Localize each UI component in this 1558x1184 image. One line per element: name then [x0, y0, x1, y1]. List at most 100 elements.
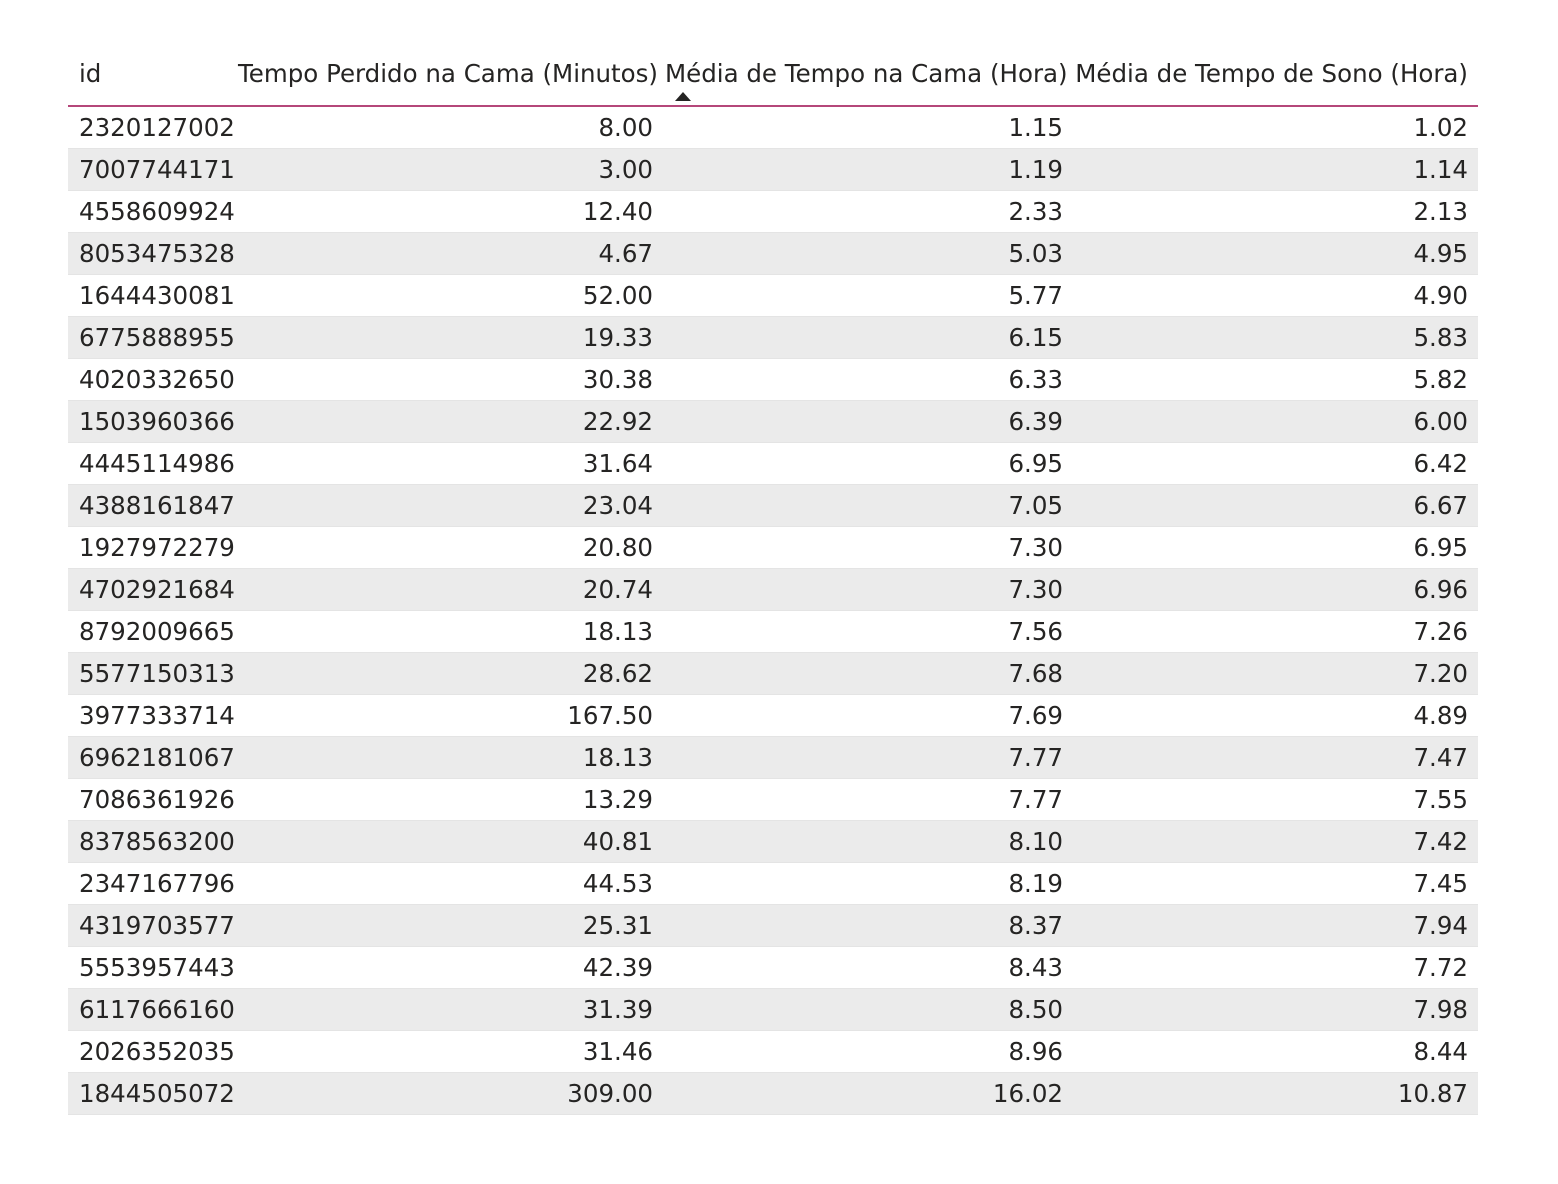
cell-media-tempo-cama: 5.03	[1008, 239, 1063, 268]
cell-tempo-perdido: 3.00	[598, 155, 653, 184]
cell-id: 6117666160	[79, 995, 235, 1024]
cell-tempo-perdido: 31.39	[582, 995, 653, 1024]
cell-media-tempo-sono: 7.98	[1413, 995, 1468, 1024]
table-row[interactable]: 8053475328 4.67 5.03 4.95	[68, 233, 1478, 275]
cell-tempo-perdido: 52.00	[582, 281, 653, 310]
cell-tempo-perdido: 4.67	[598, 239, 653, 268]
cell-media-tempo-sono: 6.42	[1413, 449, 1468, 478]
cell-id: 3977333714	[79, 701, 235, 730]
table-row[interactable]: 8792009665 18.13 7.56 7.26	[68, 611, 1478, 653]
cell-tempo-perdido: 20.80	[582, 533, 653, 562]
cell-id: 6775888955	[79, 323, 235, 352]
table-row[interactable]: 5553957443 42.39 8.43 7.72	[68, 947, 1478, 989]
cell-media-tempo-cama: 7.56	[1008, 617, 1063, 646]
table-row[interactable]: 6117666160 31.39 8.50 7.98	[68, 989, 1478, 1031]
cell-tempo-perdido: 13.29	[582, 785, 653, 814]
cell-id: 4020332650	[79, 365, 235, 394]
table-row[interactable]: 2347167796 44.53 8.19 7.45	[68, 863, 1478, 905]
cell-media-tempo-cama: 5.77	[1008, 281, 1063, 310]
column-header-media-tempo-cama-label: Média de Tempo na Cama (Hora)	[665, 59, 1068, 88]
table-row[interactable]: 6962181067 18.13 7.77 7.47	[68, 737, 1478, 779]
table-row[interactable]: 4020332650 30.38 6.33 5.82	[68, 359, 1478, 401]
column-header-media-tempo-sono[interactable]: Média de Tempo de Sono (Hora)	[1075, 59, 1468, 88]
cell-media-tempo-sono: 4.90	[1413, 281, 1468, 310]
cell-tempo-perdido: 19.33	[582, 323, 653, 352]
cell-id: 6962181067	[79, 743, 235, 772]
cell-id: 4702921684	[79, 575, 235, 604]
cell-media-tempo-sono: 4.89	[1413, 701, 1468, 730]
table-visual: id Tempo Perdido na Cama (Minutos) Média…	[68, 44, 1478, 1115]
cell-id: 7007744171	[79, 155, 235, 184]
table-row[interactable]: 8378563200 40.81 8.10 7.42	[68, 821, 1478, 863]
cell-media-tempo-cama: 7.77	[1008, 743, 1063, 772]
column-header-media-tempo-cama[interactable]: Média de Tempo na Cama (Hora)	[665, 44, 1075, 105]
cell-tempo-perdido: 44.53	[582, 869, 653, 898]
table-row[interactable]: 5577150313 28.62 7.68 7.20	[68, 653, 1478, 695]
cell-tempo-perdido: 18.13	[582, 617, 653, 646]
cell-id: 4558609924	[79, 197, 235, 226]
cell-tempo-perdido: 23.04	[582, 491, 653, 520]
cell-media-tempo-cama: 7.77	[1008, 785, 1063, 814]
cell-tempo-perdido: 25.31	[582, 911, 653, 940]
cell-media-tempo-sono: 7.55	[1413, 785, 1468, 814]
column-header-tempo-perdido[interactable]: Tempo Perdido na Cama (Minutos)	[238, 59, 658, 88]
cell-tempo-perdido: 20.74	[582, 575, 653, 604]
cell-media-tempo-cama: 2.33	[1008, 197, 1063, 226]
table-row[interactable]: 1927972279 20.80 7.30 6.95	[68, 527, 1478, 569]
cell-media-tempo-sono: 7.47	[1413, 743, 1468, 772]
cell-media-tempo-cama: 8.50	[1008, 995, 1063, 1024]
cell-media-tempo-cama: 1.15	[1008, 113, 1063, 142]
cell-media-tempo-sono: 5.83	[1413, 323, 1468, 352]
cell-media-tempo-sono: 7.20	[1413, 659, 1468, 688]
table-row[interactable]: 2026352035 31.46 8.96 8.44	[68, 1031, 1478, 1073]
column-header-id[interactable]: id	[79, 59, 102, 88]
table-row[interactable]: 4319703577 25.31 8.37 7.94	[68, 905, 1478, 947]
table-row[interactable]: 4388161847 23.04 7.05 6.67	[68, 485, 1478, 527]
cell-media-tempo-sono: 6.95	[1413, 533, 1468, 562]
cell-media-tempo-cama: 1.19	[1008, 155, 1063, 184]
table-header-row: id Tempo Perdido na Cama (Minutos) Média…	[68, 44, 1478, 107]
table-row[interactable]: 7086361926 13.29 7.77 7.55	[68, 779, 1478, 821]
cell-id: 8378563200	[79, 827, 235, 856]
table-row[interactable]: 4445114986 31.64 6.95 6.42	[68, 443, 1478, 485]
cell-id: 2320127002	[79, 113, 235, 142]
sort-ascending-icon[interactable]	[675, 92, 691, 101]
cell-tempo-perdido: 40.81	[582, 827, 653, 856]
table-row[interactable]: 4558609924 12.40 2.33 2.13	[68, 191, 1478, 233]
cell-id: 8792009665	[79, 617, 235, 646]
table-row[interactable]: 7007744171 3.00 1.19 1.14	[68, 149, 1478, 191]
cell-media-tempo-sono: 1.02	[1413, 113, 1468, 142]
table-row[interactable]: 1503960366 22.92 6.39 6.00	[68, 401, 1478, 443]
table-row[interactable]: 1844505072 309.00 16.02 10.87	[68, 1073, 1478, 1115]
cell-tempo-perdido: 18.13	[582, 743, 653, 772]
cell-media-tempo-sono: 10.87	[1397, 1079, 1468, 1108]
cell-media-tempo-sono: 8.44	[1413, 1037, 1468, 1066]
cell-media-tempo-sono: 7.26	[1413, 617, 1468, 646]
table-row[interactable]: 6775888955 19.33 6.15 5.83	[68, 317, 1478, 359]
cell-id: 5577150313	[79, 659, 235, 688]
cell-media-tempo-cama: 8.19	[1008, 869, 1063, 898]
cell-media-tempo-sono: 6.67	[1413, 491, 1468, 520]
cell-tempo-perdido: 12.40	[582, 197, 653, 226]
cell-tempo-perdido: 167.50	[567, 701, 653, 730]
cell-tempo-perdido: 28.62	[582, 659, 653, 688]
cell-media-tempo-cama: 8.96	[1008, 1037, 1063, 1066]
table-row[interactable]: 2320127002 8.00 1.15 1.02	[68, 107, 1478, 149]
cell-media-tempo-cama: 6.33	[1008, 365, 1063, 394]
cell-media-tempo-sono: 1.14	[1413, 155, 1468, 184]
cell-media-tempo-cama: 7.30	[1008, 575, 1063, 604]
cell-media-tempo-sono: 6.00	[1413, 407, 1468, 436]
cell-media-tempo-sono: 7.45	[1413, 869, 1468, 898]
cell-media-tempo-cama: 6.95	[1008, 449, 1063, 478]
cell-media-tempo-sono: 5.82	[1413, 365, 1468, 394]
table-row[interactable]: 4702921684 20.74 7.30 6.96	[68, 569, 1478, 611]
cell-media-tempo-cama: 6.39	[1008, 407, 1063, 436]
table-row[interactable]: 3977333714 167.50 7.69 4.89	[68, 695, 1478, 737]
cell-media-tempo-sono: 4.95	[1413, 239, 1468, 268]
cell-id: 4319703577	[79, 911, 235, 940]
cell-id: 4445114986	[79, 449, 235, 478]
cell-tempo-perdido: 22.92	[582, 407, 653, 436]
cell-media-tempo-sono: 7.42	[1413, 827, 1468, 856]
table-row[interactable]: 1644430081 52.00 5.77 4.90	[68, 275, 1478, 317]
cell-id: 4388161847	[79, 491, 235, 520]
